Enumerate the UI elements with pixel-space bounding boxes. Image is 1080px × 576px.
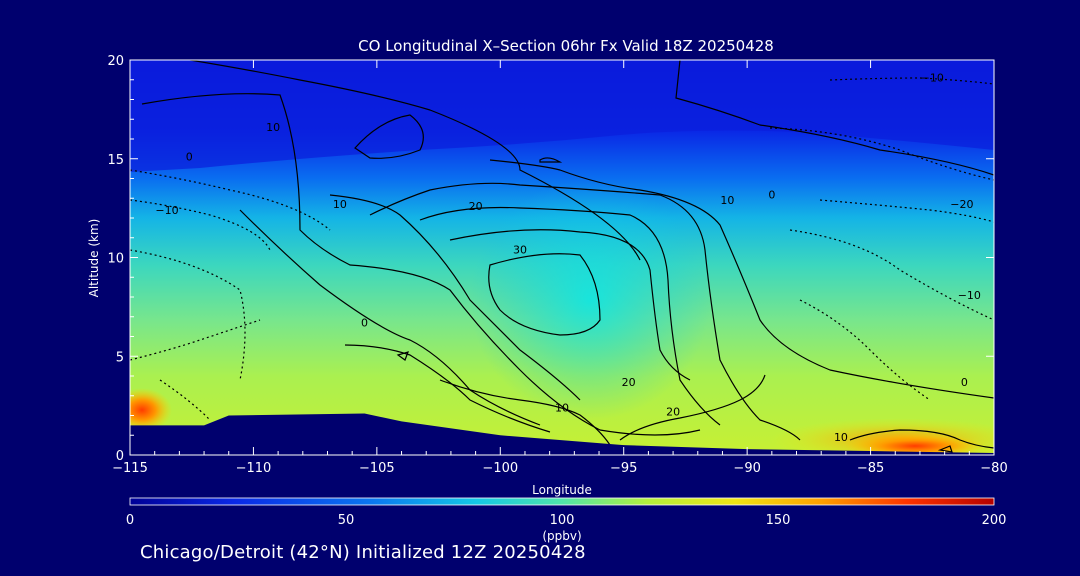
- colorbar-unit: (ppbv): [542, 529, 581, 543]
- colorbar-tick-label: 100: [550, 513, 575, 528]
- contour-label: 10: [266, 121, 280, 134]
- terrain-mask: [130, 413, 994, 455]
- contour-label: −10: [921, 72, 944, 85]
- colorbar-tick-label: 150: [766, 513, 791, 528]
- x-axis: −115 −110 −105 −100 −95 −90 −85 −80: [112, 60, 1008, 476]
- y-tick-label: 5: [116, 350, 124, 365]
- footer-caption: Chicago/Detroit (42°N) Initialized 12Z 2…: [140, 542, 586, 563]
- y-tick-label: 10: [107, 252, 124, 267]
- contour-labels: 0 10 10 20 30 10 0 0 10 20 20 10 0 −10 −20 −10 −10: [155, 72, 981, 444]
- colorbar-tick-label: 0: [126, 513, 134, 528]
- x-axis-label: Longitude: [532, 483, 592, 497]
- contour-label: 10: [555, 402, 569, 415]
- contour-label: 0: [186, 151, 193, 164]
- contour-label: 30: [513, 244, 527, 257]
- contour-label: 0: [961, 376, 968, 389]
- colorbar-tick-label: 50: [338, 513, 355, 528]
- x-tick-label: −85: [857, 461, 884, 476]
- contour-label: 10: [333, 198, 347, 211]
- chart-title: CO Longitudinal X–Section 06hr Fx Valid …: [358, 37, 774, 55]
- x-tick-label: −100: [482, 461, 518, 476]
- contour-label: −10: [155, 204, 178, 217]
- contour-label: 10: [720, 194, 734, 207]
- y-tick-label: 20: [107, 54, 124, 69]
- contour-label: 0: [768, 188, 775, 201]
- contour-label: 20: [469, 200, 483, 213]
- contour-label: −10: [958, 289, 981, 302]
- contour-label: −20: [950, 198, 973, 211]
- x-tick-label: −80: [980, 461, 1007, 476]
- x-tick-label: −90: [733, 461, 760, 476]
- x-tick-label: −105: [359, 461, 395, 476]
- x-tick-label: −110: [236, 461, 272, 476]
- contour-label: 20: [622, 376, 636, 389]
- co-field: [130, 60, 994, 455]
- colorbar-tick-label: 200: [982, 513, 1007, 528]
- y-axis-label: Altitude (km): [87, 219, 101, 298]
- colorbar-ticks: 0 50 100 150 200: [126, 513, 1007, 528]
- y-axis: 0 5 10 15 20: [107, 54, 994, 464]
- y-tick-label: 0: [116, 449, 124, 464]
- x-tick-label: −115: [112, 461, 148, 476]
- contour-label: 0: [361, 317, 368, 330]
- colorbar: [129, 497, 995, 506]
- y-tick-label: 15: [107, 153, 124, 168]
- contour-label: 10: [834, 431, 848, 444]
- contour-label: 20: [666, 406, 680, 419]
- contour-lines: [130, 60, 994, 453]
- x-tick-label: −95: [610, 461, 637, 476]
